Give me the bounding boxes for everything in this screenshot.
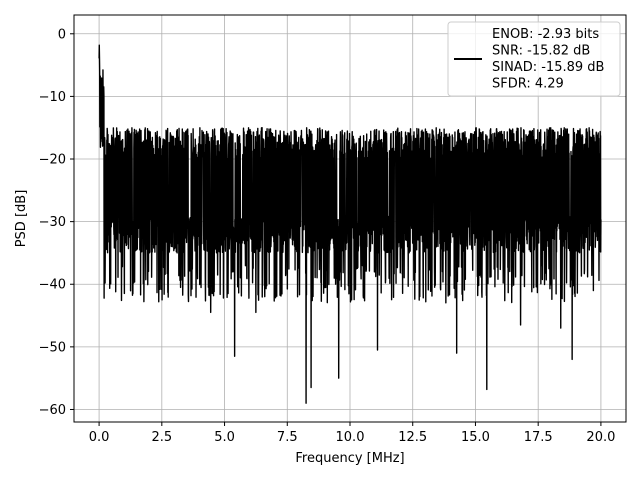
- legend-text-enob: ENOB: -2.93 bits: [492, 27, 599, 42]
- x-tick-label: 12.5: [398, 430, 427, 445]
- legend-text-snr: SNR: -15.82 dB: [492, 44, 590, 59]
- x-tick-label: 20.0: [586, 430, 615, 445]
- y-tick-label: −50: [39, 340, 66, 355]
- x-tick-label: 7.5: [277, 430, 298, 445]
- legend-box: [447, 21, 621, 97]
- plot-area: [98, 44, 602, 404]
- y-tick-label: −40: [39, 278, 66, 293]
- y-tick-label: 0: [58, 27, 66, 42]
- x-tick-label: 2.5: [151, 430, 172, 445]
- x-tick-label: 15.0: [461, 430, 490, 445]
- legend-text-sinad: SINAD: -15.89 dB: [492, 60, 604, 75]
- legend: ENOB: -2.93 bits SNR: -15.82 dB SINAD: -…: [447, 21, 621, 97]
- y-tick-label: −30: [39, 215, 66, 230]
- y-axis-label: PSD [dB]: [14, 190, 29, 248]
- x-axis-label: Frequency [MHz]: [295, 451, 404, 466]
- y-tick-label: −60: [39, 403, 66, 418]
- x-tick-label: 10.0: [336, 430, 365, 445]
- x-tick-label: 0.0: [89, 430, 110, 445]
- x-tick-label: 17.5: [524, 430, 553, 445]
- legend-text-sfdr: SFDR: 4.29: [492, 77, 564, 92]
- y-tick-label: −10: [39, 90, 66, 105]
- axis-ticks: 0.0 2.5 5.0 7.5 10.0 12.5 15.0 17.5 20.0 0 −10 −20 −…: [39, 27, 616, 445]
- y-tick-label: −20: [39, 153, 66, 168]
- x-tick-label: 5.0: [214, 430, 235, 445]
- psd-series-line: [98, 44, 602, 404]
